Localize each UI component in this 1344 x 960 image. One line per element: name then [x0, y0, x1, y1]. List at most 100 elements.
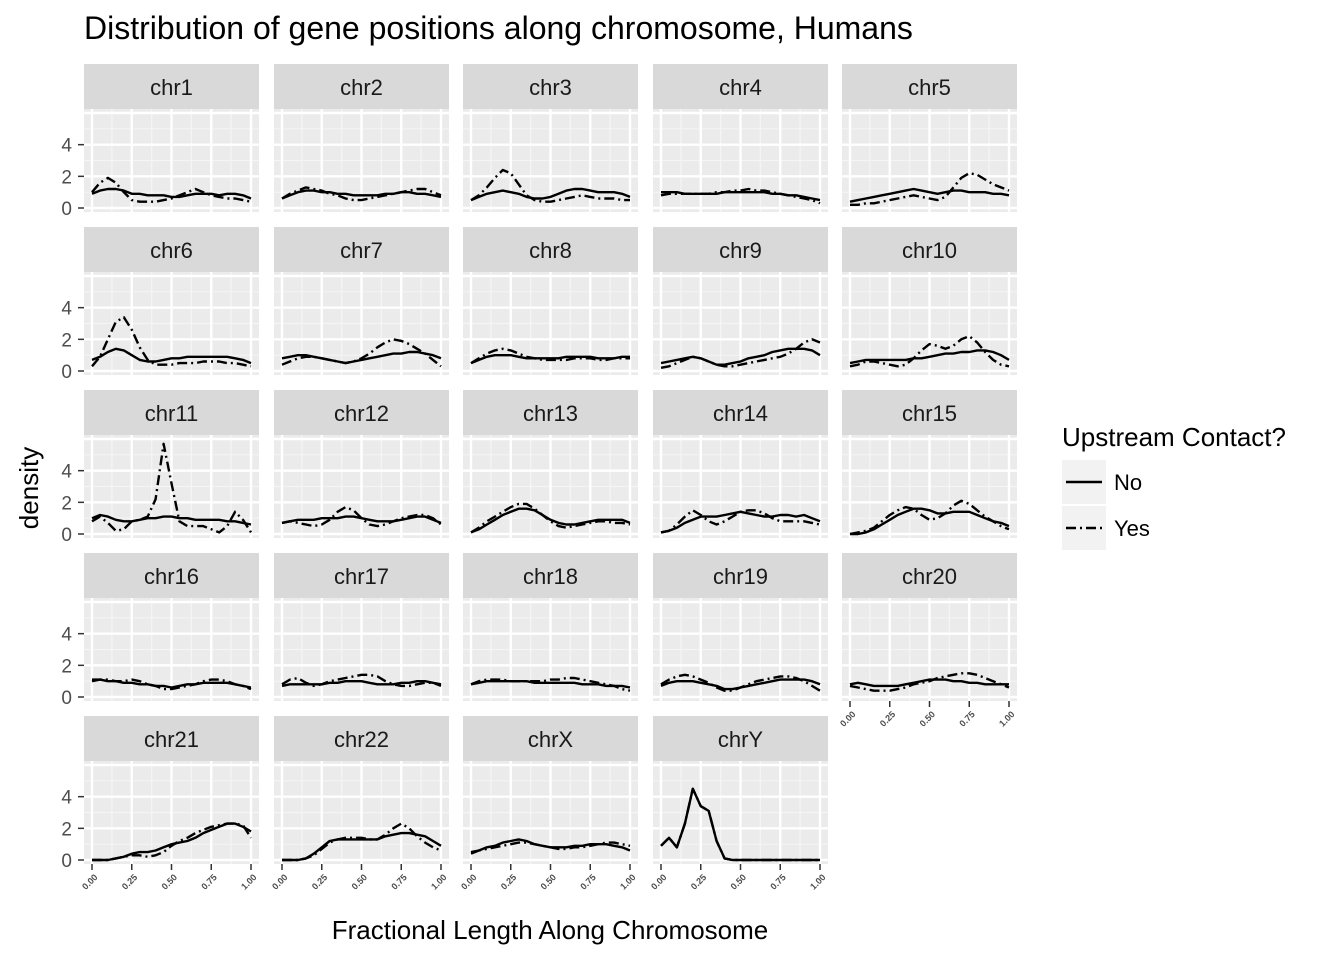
x-tick-label: 1.00 — [618, 872, 637, 891]
density-line-yes — [849, 672, 1010, 692]
x-tick-label: 0.50 — [729, 872, 748, 891]
density-line-yes — [849, 499, 1010, 536]
density-line-no — [91, 513, 252, 526]
y-tick-label: 0 — [61, 688, 72, 709]
y-tick-label: 4 — [61, 625, 72, 646]
density-line-yes — [282, 822, 442, 862]
y-tick-label: 4 — [61, 299, 72, 320]
y-tick-label: 0 — [61, 525, 72, 546]
facet-strip — [463, 553, 638, 598]
density-line-yes — [91, 176, 252, 203]
density-line-yes — [849, 335, 1010, 368]
facet-strip-label: chr2 — [340, 75, 383, 100]
facet-strip — [84, 553, 259, 598]
facet-strip — [274, 390, 449, 435]
density-line-yes — [92, 822, 253, 862]
facet-strip-label: chr4 — [719, 75, 762, 100]
facet-strip-label: chr17 — [334, 564, 389, 589]
x-tick-label: 0.00 — [649, 872, 668, 891]
x-tick-label: 0.75 — [389, 872, 408, 891]
y-axis-label: density — [14, 447, 44, 529]
x-tick-label: 0.25 — [499, 872, 518, 891]
y-tick-label: 2 — [61, 819, 72, 840]
facet-strip-label: chr11 — [145, 401, 198, 426]
legend-title: Upstream Contact? — [1062, 422, 1286, 452]
x-tick-label: 0.75 — [199, 872, 218, 891]
facet-strip-label: chr6 — [150, 238, 193, 263]
facet-strip-label: chr21 — [144, 727, 199, 752]
facet-strip-label: chr20 — [902, 564, 957, 589]
facet-strip — [653, 716, 828, 761]
density-line-no — [281, 189, 442, 200]
x-tick-label: 0.25 — [120, 872, 139, 891]
facet-strip-label: chr16 — [144, 564, 199, 589]
density-line-no — [470, 680, 631, 689]
x-tick-label: 0.75 — [578, 872, 597, 891]
y-tick-label: 2 — [61, 330, 72, 351]
x-tick-label: 0.25 — [689, 872, 708, 891]
density-line-yes — [850, 171, 1010, 207]
y-tick-label: 2 — [61, 167, 72, 188]
density-line-yes — [281, 338, 442, 368]
density-line-yes — [91, 678, 252, 691]
facet-strip — [84, 64, 259, 109]
legend-label-yes: Yes — [1114, 516, 1150, 541]
y-tick-label: 0 — [61, 362, 72, 383]
facet-strip-label: chr18 — [523, 564, 578, 589]
x-axis-label: Fractional Length Along Chromosome — [332, 915, 768, 945]
density-line-yes — [660, 509, 821, 534]
y-tick-label: 2 — [61, 493, 72, 514]
density-line-no — [850, 507, 1010, 536]
density-line-yes — [91, 442, 253, 534]
y-tick-label: 4 — [61, 788, 72, 809]
facet-strip — [842, 64, 1017, 109]
facet-strip — [274, 716, 449, 761]
facet-strip-label: chr7 — [340, 238, 383, 263]
density-line-yes — [660, 187, 821, 205]
facet-strip — [274, 227, 449, 272]
density-line-yes — [470, 502, 631, 534]
density-line-yes — [660, 787, 820, 862]
facet-strip — [842, 553, 1017, 598]
facet-strip-label: chr19 — [713, 564, 768, 589]
facet-strip-label: chr5 — [908, 75, 951, 100]
density-line-no — [849, 678, 1009, 688]
facet-strip-label: chr1 — [150, 75, 193, 100]
density-line-yes — [470, 168, 630, 203]
facet-strip — [84, 227, 259, 272]
density-line-yes — [660, 338, 821, 369]
x-tick-label: 0.25 — [878, 709, 897, 728]
facet-strip — [842, 390, 1017, 435]
y-tick-label: 0 — [61, 199, 72, 220]
facet-strip — [653, 64, 828, 109]
facet-strip-label: chr9 — [719, 238, 762, 263]
y-tick-label: 0 — [61, 851, 72, 872]
density-line-no — [849, 349, 1010, 365]
density-line-yes — [660, 673, 821, 692]
x-tick-label: 0.25 — [310, 872, 329, 891]
y-tick-label: 4 — [61, 136, 72, 157]
density-line-yes — [470, 347, 630, 365]
density-line-no — [470, 187, 631, 202]
facet-strip-label: chr14 — [713, 401, 768, 426]
density-line-yes — [281, 505, 442, 528]
legend: Upstream Contact? No Yes — [1062, 422, 1286, 550]
facet-strip-label: chrY — [718, 727, 764, 752]
density-line-no — [470, 354, 630, 365]
facet-strip-label: chrX — [528, 727, 574, 752]
facet-strip — [463, 390, 638, 435]
x-tick-label: 0.75 — [957, 709, 976, 728]
density-line-no — [470, 507, 631, 534]
facet-strip-label: chr3 — [529, 75, 572, 100]
x-tick-label: 1.00 — [239, 872, 258, 891]
density-line-no — [91, 347, 252, 365]
facet-strip-label: chr8 — [529, 238, 572, 263]
facet-strip — [84, 390, 259, 435]
x-tick-label: 1.00 — [997, 709, 1016, 728]
facet-strip-label: chr13 — [523, 401, 578, 426]
x-tick-label: 0.00 — [80, 872, 99, 891]
facet-strip-label: chr22 — [334, 727, 389, 752]
density-line-yes — [281, 186, 442, 202]
density-line-no — [91, 187, 252, 200]
